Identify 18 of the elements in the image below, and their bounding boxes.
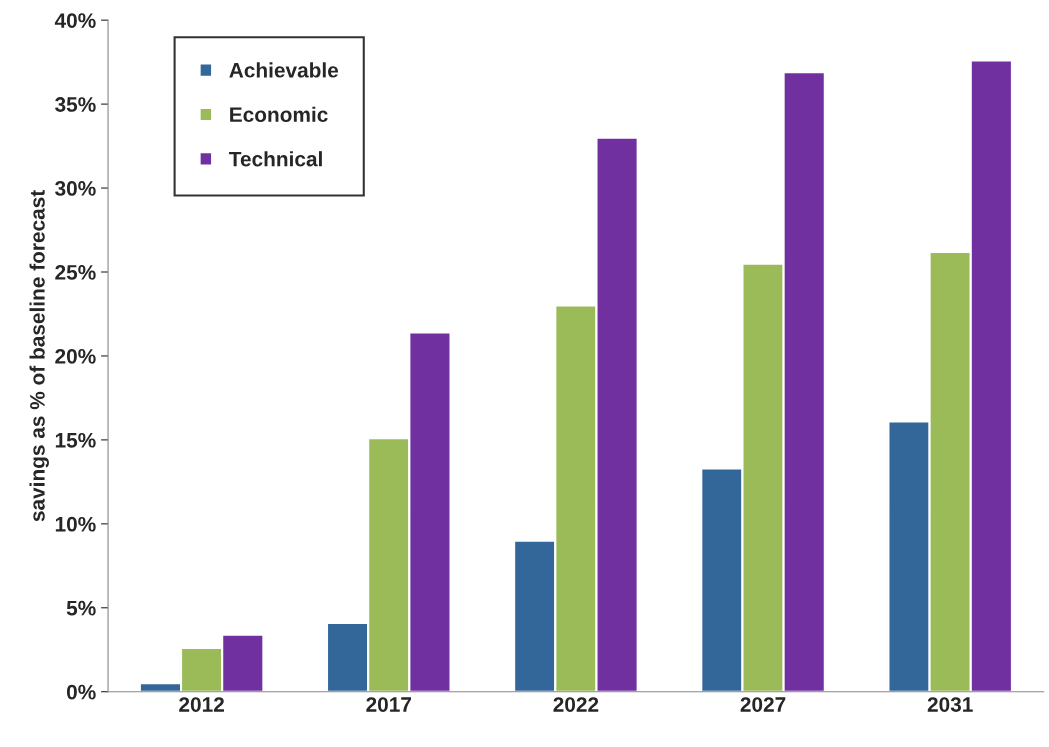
x-tick-label: 2027: [740, 697, 786, 712]
legend-label: Economic: [230, 106, 328, 123]
y-tick-label: 35%: [55, 97, 96, 112]
y-tick-label: 30%: [55, 181, 96, 196]
y-tick-label: 15%: [55, 432, 96, 448]
legend-label: Technical: [229, 151, 322, 167]
y-tick-label: 5%: [66, 600, 96, 616]
y-tick-label: 10%: [55, 516, 96, 532]
y-tick-label: 40%: [54, 13, 96, 28]
legend-label: Achievable: [229, 62, 339, 78]
y-tick-label: 20%: [55, 348, 96, 364]
y-tick-label: 25%: [55, 265, 96, 280]
y-axis-title: savings as % of baseline forecast: [29, 190, 49, 522]
x-tick-label: 2012: [179, 697, 224, 712]
x-tick-label: 2022: [553, 697, 599, 712]
y-tick-label: 0%: [66, 684, 96, 700]
x-tick-label: 2017: [366, 697, 412, 712]
x-tick-label: 2031: [927, 697, 973, 712]
